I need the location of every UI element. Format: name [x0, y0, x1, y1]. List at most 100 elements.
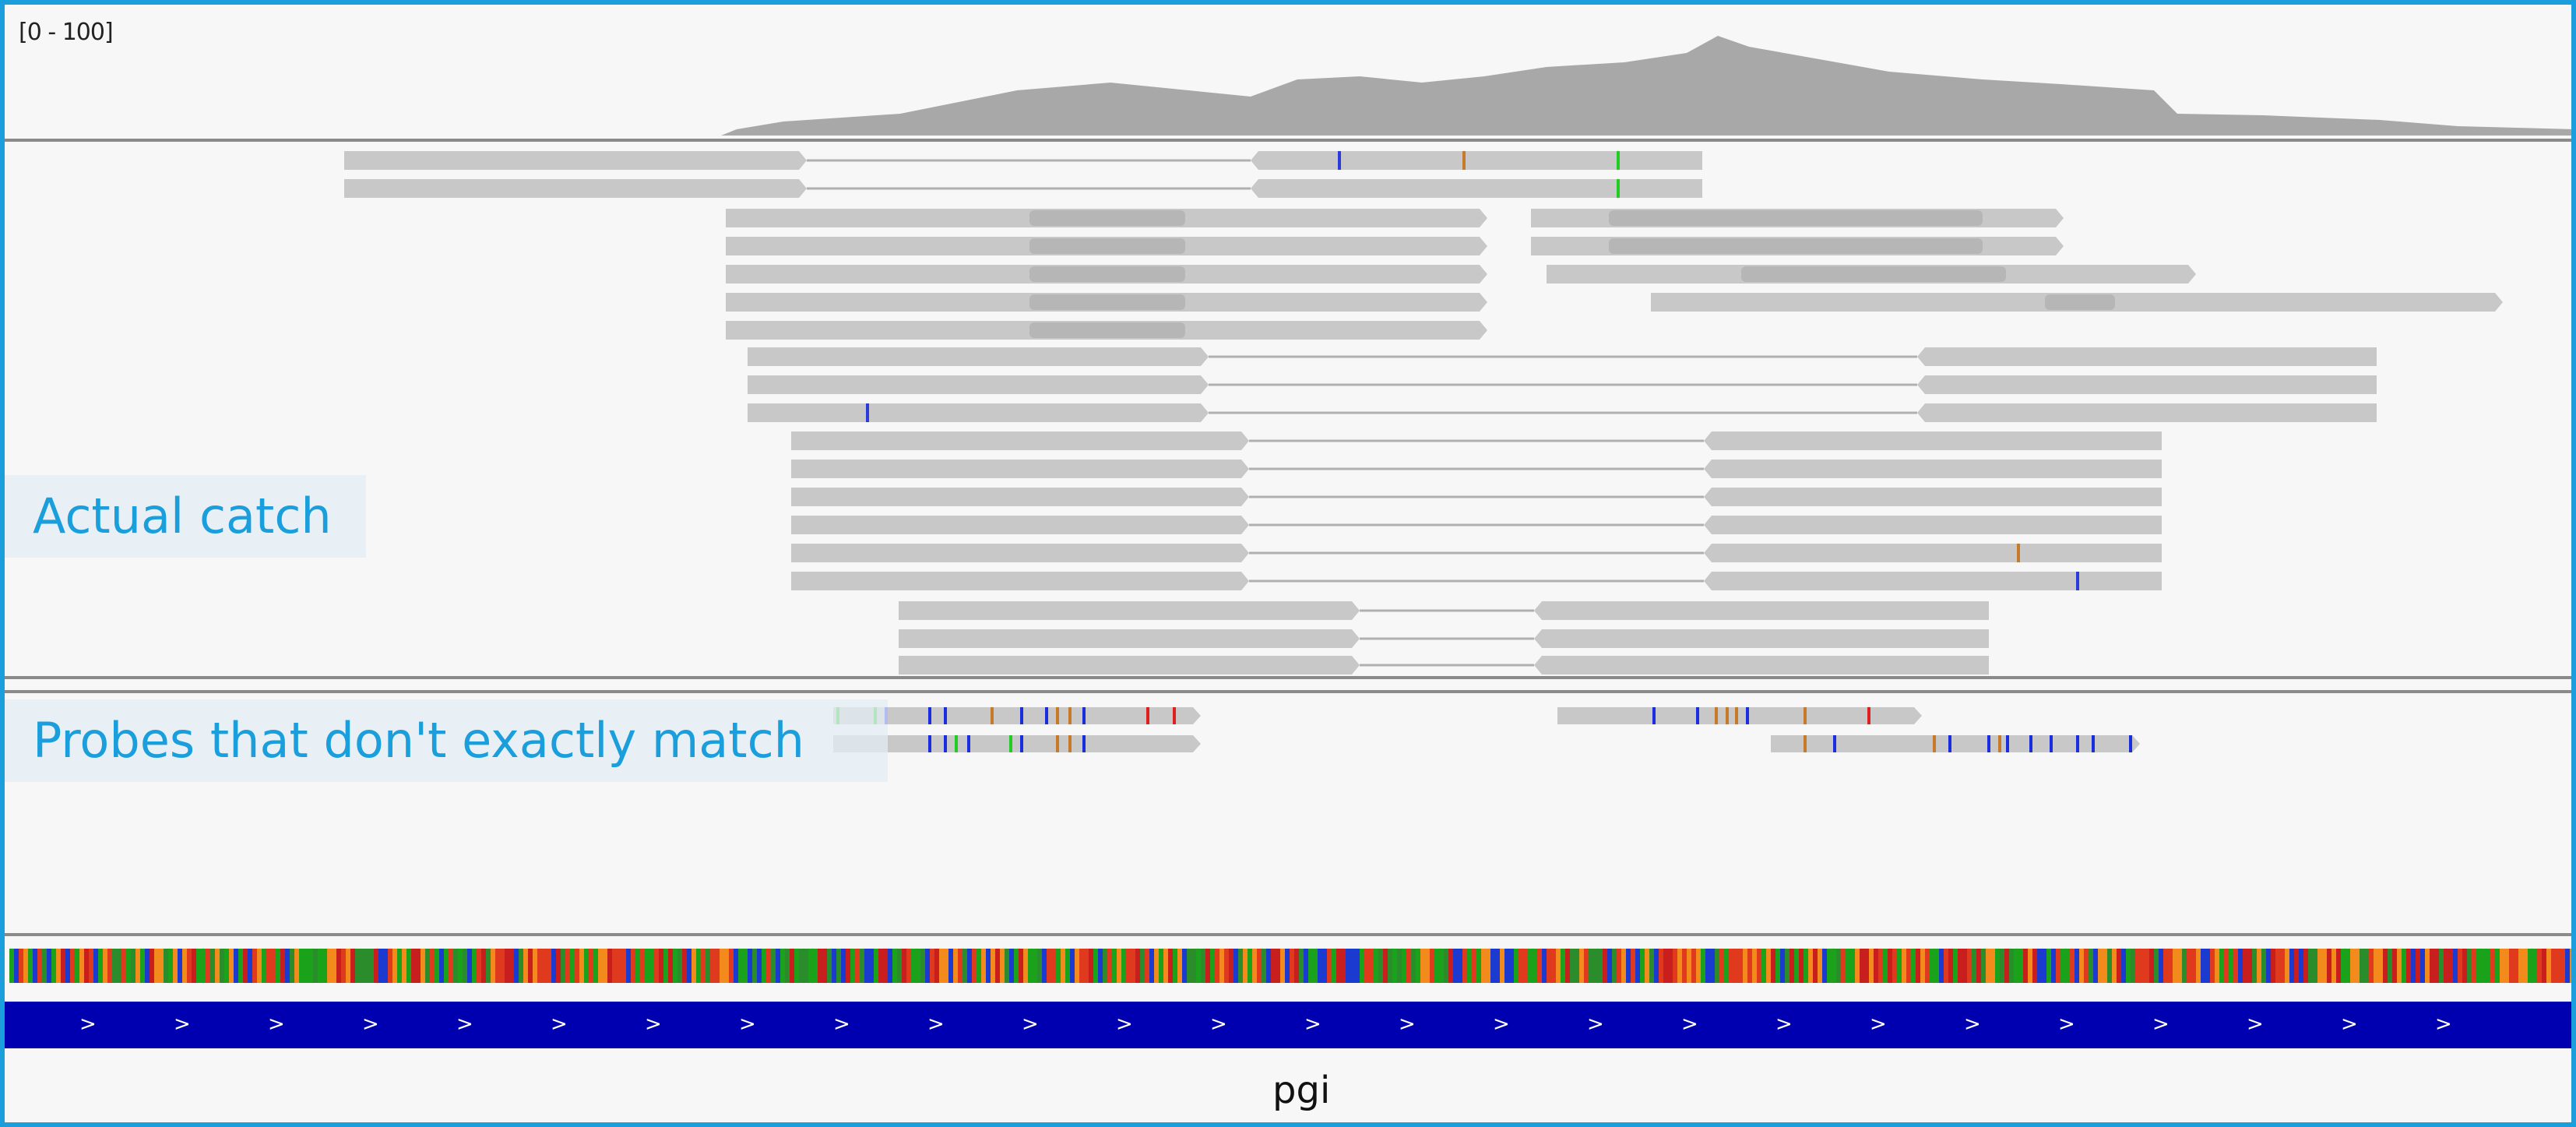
sequence-base: [2084, 949, 2089, 983]
sequence-base: [1710, 949, 1715, 983]
sequence-base: [2051, 949, 2056, 983]
sequence-base: [341, 949, 346, 983]
gene-feature-bar[interactable]: > > > > > > > > > > > > > > > > > > > > > > > > > >: [5, 1002, 2571, 1048]
sequence-base: [248, 949, 252, 983]
sequence-base: [182, 949, 187, 983]
sequence-base: [1972, 949, 1976, 983]
sequence-base: [944, 949, 948, 983]
sequence-base: [210, 949, 215, 983]
sequence-base: [2369, 949, 2374, 983]
strand-chevron-icon: >: [927, 1013, 945, 1036]
sequence-base: [1093, 949, 1098, 983]
sequence-base: [1649, 949, 1654, 983]
sequence-base: [1743, 949, 1747, 983]
read-segment: [1704, 488, 2162, 506]
sequence-base: [2392, 949, 2397, 983]
sequence-base: [2060, 949, 2065, 983]
sequence-base: [1775, 949, 1780, 983]
sequence-base: [257, 949, 262, 983]
sequence-base: [771, 949, 776, 983]
sequence-base: [631, 949, 635, 983]
sequence-base: [1112, 949, 1117, 983]
mismatch-tick: [1020, 707, 1023, 724]
sequence-base: [1023, 949, 1028, 983]
sequence-base: [1191, 949, 1196, 983]
sequence-base: [234, 949, 238, 983]
sequence-base: [687, 949, 692, 983]
sequence-base: [818, 949, 822, 983]
coverage-track[interactable]: [0 - 100]: [5, 5, 2571, 142]
read-segment: [791, 431, 1249, 450]
sequence-base: [1719, 949, 1724, 983]
sequence-base: [883, 949, 888, 983]
sequence-base: [575, 949, 579, 983]
probe-read: [833, 707, 1201, 724]
alignment-reads-track[interactable]: Actual catch: [5, 142, 2571, 679]
sequence-base: [1215, 949, 1219, 983]
sequence-base: [832, 949, 836, 983]
sequence-base: [2504, 949, 2509, 983]
sequence-base: [383, 949, 388, 983]
sequence-base: [1589, 949, 1593, 983]
sequence-base: [1561, 949, 1565, 983]
sequence-base: [1196, 949, 1201, 983]
sequence-base: [2313, 949, 2317, 983]
sequence-base: [2481, 949, 2486, 983]
mismatch-tick: [866, 403, 869, 422]
reference-sequence-track[interactable]: [5, 949, 2571, 983]
sequence-base: [977, 949, 981, 983]
sequence-base: [1364, 949, 1369, 983]
sequence-base: [2252, 949, 2257, 983]
sequence-base: [318, 949, 322, 983]
sequence-base: [654, 949, 659, 983]
strand-chevron-icon: >: [1210, 1013, 1227, 1036]
read-segment: [791, 544, 1249, 562]
sequence-base: [869, 949, 874, 983]
sequence-base: [995, 949, 1000, 983]
sequence-base: [1962, 949, 1967, 983]
sequence-base: [1224, 949, 1229, 983]
mismatch-tick: [1867, 707, 1870, 724]
sequence-base: [2233, 949, 2238, 983]
sequence-base: [70, 949, 75, 983]
sequence-base: [2532, 949, 2537, 983]
sequence-base: [1416, 949, 1420, 983]
sequence-base: [1383, 949, 1388, 983]
sequence-base: [1145, 949, 1149, 983]
sequence-base: [1883, 949, 1888, 983]
sequence-base: [2327, 949, 2331, 983]
sequence-base: [2093, 949, 2098, 983]
sequence-base: [9, 949, 14, 983]
sequence-base: [1121, 949, 1126, 983]
sequence-base: [1028, 949, 1033, 983]
sequence-base: [290, 949, 294, 983]
sequence-base: [1635, 949, 1640, 983]
sequence-base: [2518, 949, 2523, 983]
mismatch-tick: [1998, 735, 2001, 752]
sequence-base: [958, 949, 962, 983]
sequence-base: [1369, 949, 1374, 983]
sequence-base: [1406, 949, 1411, 983]
strand-chevron-icon: >: [1587, 1013, 1604, 1036]
sequence-base: [14, 949, 19, 983]
sequence-base: [93, 949, 98, 983]
sequence-base: [1584, 949, 1589, 983]
sequence-base: [1944, 949, 1948, 983]
mismatch-probes-track[interactable]: Probes that don't exactly match: [5, 690, 2571, 936]
probe-read: [1771, 735, 2140, 752]
sequence-base: [2486, 949, 2490, 983]
sequence-base: [1490, 949, 1495, 983]
read-segment: [1917, 375, 2377, 394]
sequence-base: [1439, 949, 1444, 983]
sequence-base: [2322, 949, 2327, 983]
mismatch-tick: [944, 707, 947, 724]
mismatch-tick: [1173, 707, 1176, 724]
sequence-base: [1766, 949, 1771, 983]
sequence-base: [878, 949, 883, 983]
sequence-base: [1000, 949, 1005, 983]
sequence-base: [1229, 949, 1233, 983]
sequence-base: [1626, 949, 1631, 983]
sequence-base: [991, 949, 995, 983]
sequence-base: [2416, 949, 2420, 983]
sequence-base: [2224, 949, 2229, 983]
